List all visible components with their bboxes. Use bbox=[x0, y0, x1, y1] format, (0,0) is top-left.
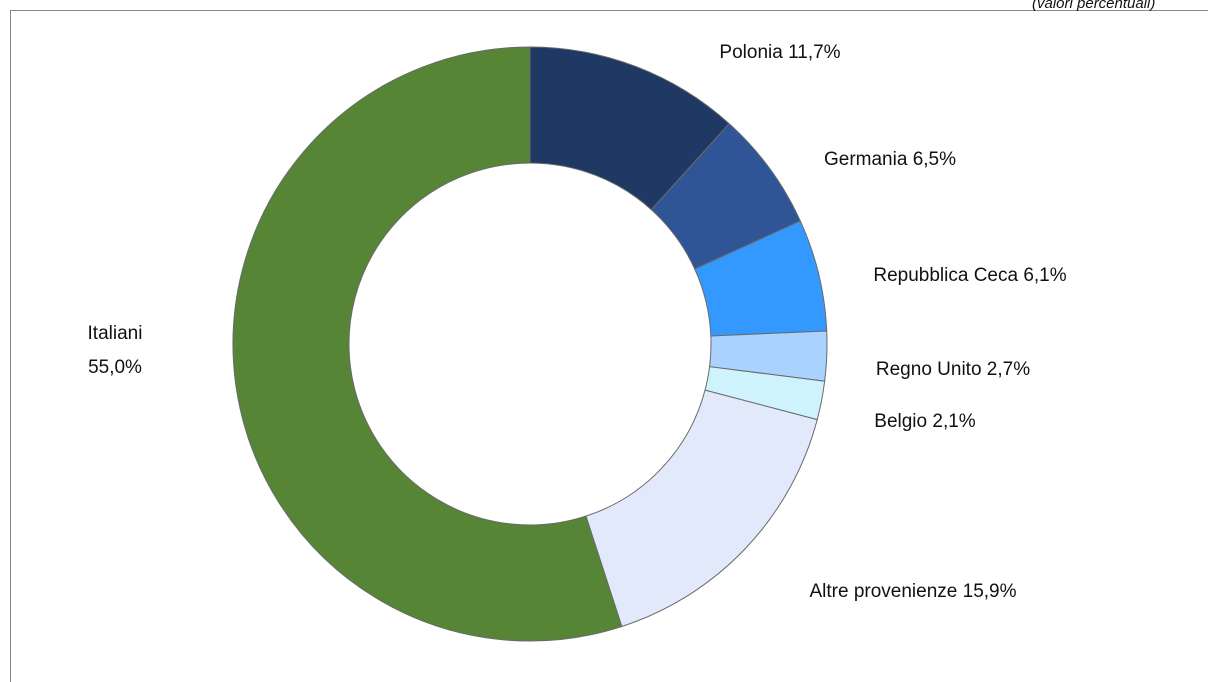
label-value: 2,1% bbox=[932, 411, 975, 432]
label-name: Altre provenienze bbox=[809, 581, 957, 602]
label-name: Polonia bbox=[719, 42, 783, 63]
chart-subtitle: (valori percentuali) bbox=[1032, 0, 1155, 12]
donut-segment bbox=[232, 46, 623, 642]
label-value: 15,9% bbox=[963, 581, 1017, 602]
label-value: 55,0% bbox=[88, 357, 142, 378]
label-name: Belgio bbox=[874, 411, 927, 432]
data-label: Regno Unito 2,7% bbox=[876, 359, 1030, 380]
label-name: Regno Unito bbox=[876, 359, 982, 380]
label-value: 11,7% bbox=[788, 42, 841, 63]
data-label: Belgio 2,1% bbox=[874, 411, 976, 432]
data-label: Germania 6,5% bbox=[824, 149, 956, 170]
data-label: Italiani 55,0% bbox=[88, 323, 143, 378]
label-name: Germania bbox=[824, 149, 908, 170]
label-value: 2,7% bbox=[987, 359, 1030, 380]
data-label: Polonia 11,7% bbox=[719, 42, 840, 63]
label-value: 6,1% bbox=[1023, 265, 1066, 286]
label-name: Italiani bbox=[88, 323, 143, 344]
label-name: Repubblica Ceca bbox=[873, 265, 1018, 286]
data-label: Altre provenienze 15,9% bbox=[809, 581, 1016, 602]
label-value: 6,5% bbox=[913, 149, 956, 170]
data-label: Repubblica Ceca 6,1% bbox=[873, 265, 1066, 286]
